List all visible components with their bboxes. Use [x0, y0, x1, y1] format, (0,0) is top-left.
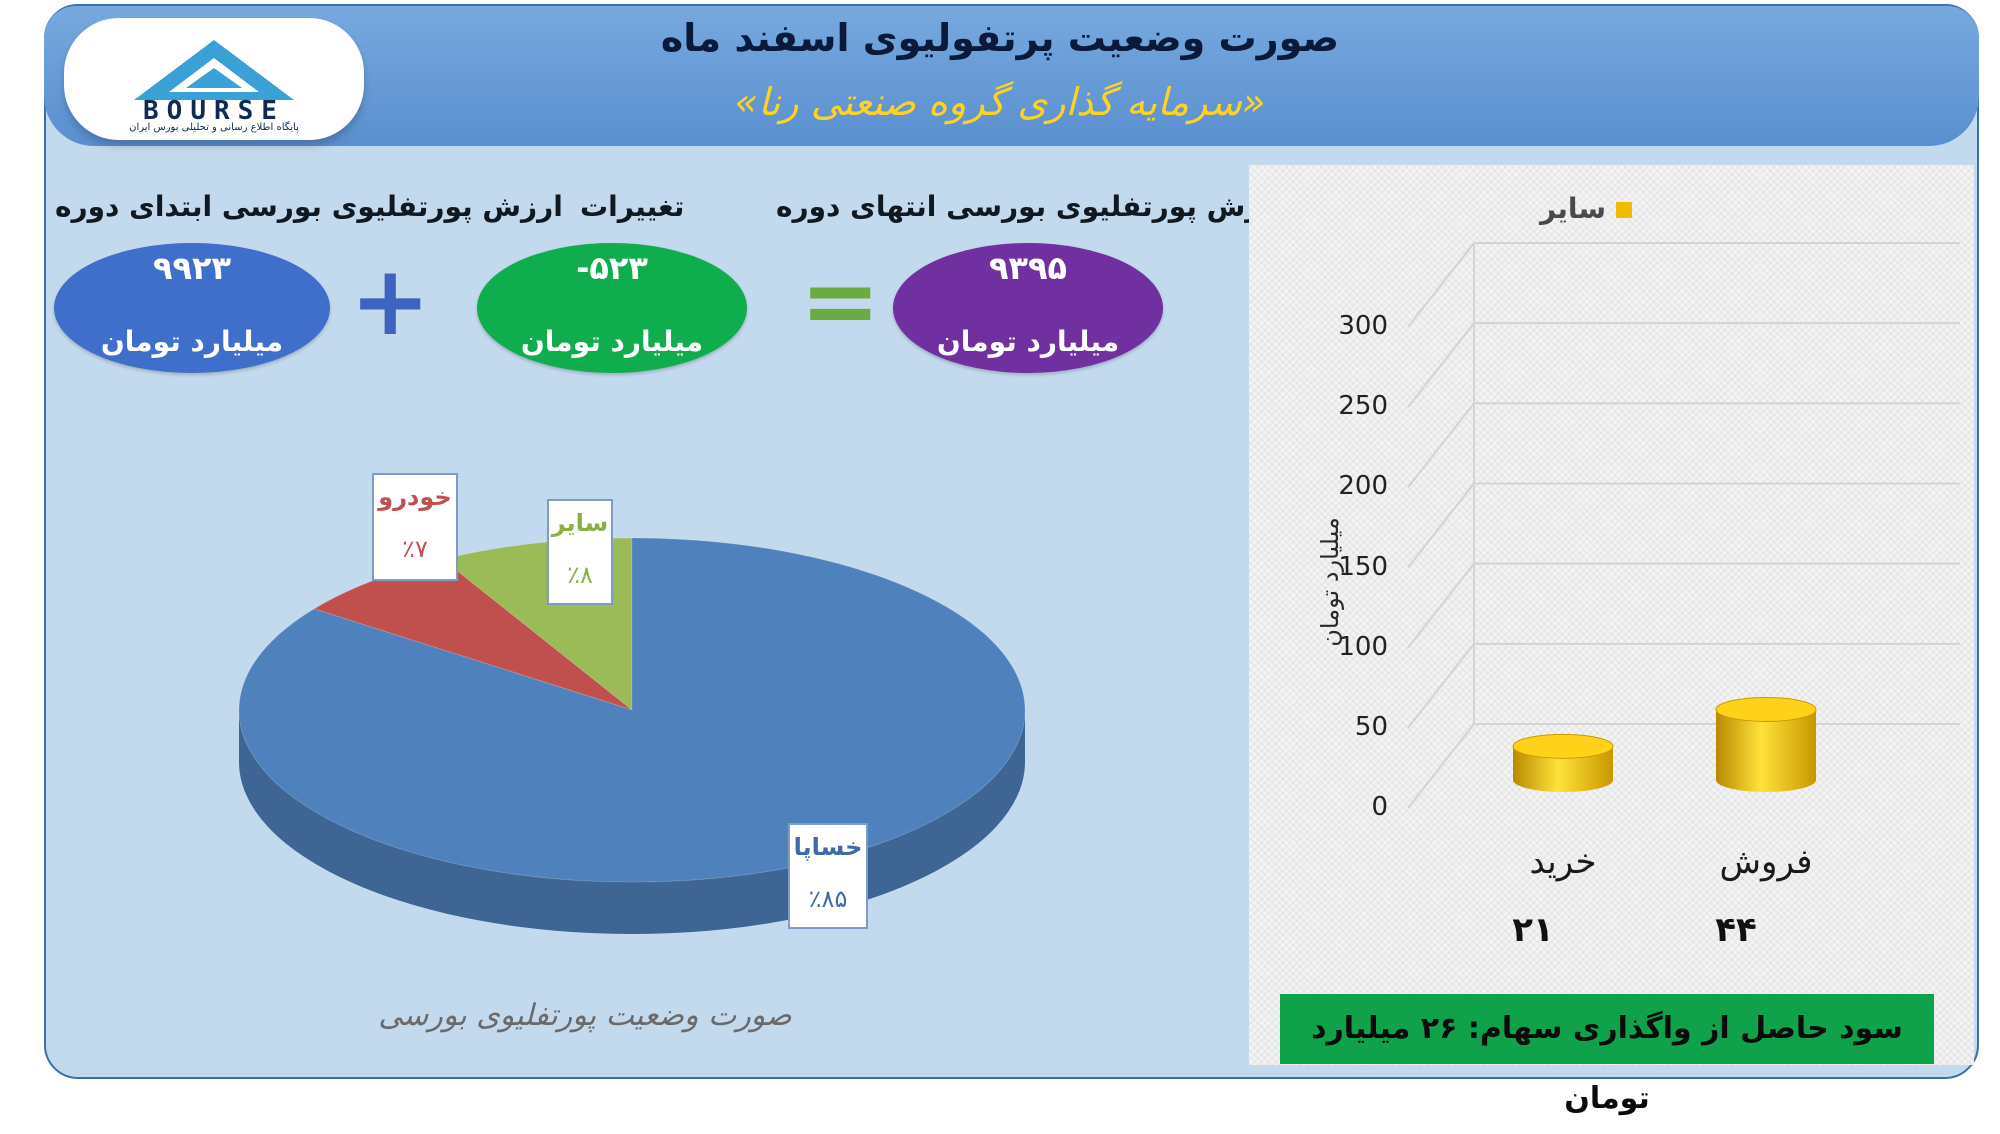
page-subtitle: «سرمایه گذاری گروه صنعتی رنا»	[734, 80, 1266, 124]
bar-chart-ylabel: میلیارد تومان	[1316, 517, 1344, 647]
legend-swatch	[1615, 202, 1632, 218]
header-banner	[44, 6, 1979, 146]
logo-text: BOURSE	[143, 96, 285, 126]
end-value-ellipse: ۹۳۹۵ میلیارد تومان	[893, 243, 1163, 373]
profit-banner: سود حاصل از واگذاری سهام: ۲۶ میلیارد توم…	[1280, 994, 1934, 1116]
pie-label-khodro-value: ٪۷	[402, 535, 428, 563]
start-value-label: ارزش پورتفلیوی بورسی ابتدای دوره	[55, 190, 563, 223]
grid-diag-6	[1407, 242, 1475, 328]
category-label-0: فروش	[1719, 842, 1813, 882]
pie-label-khesapa-value: ٪۸۵	[808, 885, 848, 913]
grid-diag-3	[1407, 482, 1475, 569]
change-label: تغییرات	[580, 190, 685, 223]
grid-diag-5	[1407, 322, 1475, 408]
category-value-0: ۴۴	[1715, 910, 1757, 950]
legend-label: سایر	[1540, 192, 1606, 225]
grid-diag-1	[1407, 643, 1475, 729]
bourse-logo: BOURSE پایگاه اطلاع رسانی و تحلیلی بورس …	[64, 18, 364, 140]
pie-label-sayer-value: ٪۸	[567, 561, 593, 589]
pie-label-khesapa: خساپا ٪۸۵	[788, 823, 868, 929]
pie-label-khodro-name: خودرو	[378, 483, 452, 511]
start-value-unit: میلیارد تومان	[100, 325, 284, 358]
y-tick-0: 0	[1371, 792, 1388, 822]
bar-chart-legend: سایر	[1540, 192, 1632, 225]
bar-chart	[1407, 242, 1960, 809]
grid-diag-0	[1407, 723, 1475, 809]
cylinder-top-1	[1512, 733, 1614, 759]
y-tick-200: 200	[1338, 471, 1388, 502]
bar-cylinders	[1512, 696, 1817, 792]
bar-grid	[1407, 242, 1960, 809]
plus-symbol: +	[350, 245, 431, 357]
logo-mark-icon	[134, 40, 294, 100]
grid-diag-2	[1407, 563, 1475, 649]
y-tick-50: 50	[1354, 711, 1388, 742]
bar-chart-panel	[1249, 165, 1974, 1065]
change-ellipse: -۵۲۳ میلیارد تومان	[477, 243, 747, 373]
cylinder-top-0	[1715, 696, 1817, 722]
end-value-label: ارزش پورتفلیوی بورسی انتهای دوره	[776, 190, 1288, 223]
pie-label-sayer: سایر ٪۸	[547, 499, 613, 605]
logo-caption: پایگاه اطلاع رسانی و تحلیلی بورس ایران	[129, 122, 299, 133]
end-value-unit: میلیارد تومان	[936, 325, 1120, 358]
y-tick-150: 150	[1338, 551, 1388, 582]
page-title: صورت وضعیت پرتفولیوی اسفند ماه	[660, 16, 1340, 60]
equals-symbol: =	[800, 245, 881, 357]
category-label-1: خرید	[1529, 842, 1597, 882]
start-value: ۹۹۲۳	[152, 249, 232, 287]
pie-label-khesapa-name: خساپا	[793, 833, 863, 861]
cylinder-body-1	[1513, 746, 1613, 792]
cylinder-body-0	[1716, 709, 1816, 792]
cylinder-0	[1715, 696, 1817, 792]
start-value-ellipse: ۹۹۲۳ میلیارد تومان	[54, 243, 330, 373]
change-value: -۵۲۳	[576, 249, 648, 287]
change-value-unit: میلیارد تومان	[520, 325, 704, 358]
pie-label-khodro: خودرو ٪۷	[372, 473, 458, 581]
y-tick-100: 100	[1338, 631, 1388, 662]
cylinder-1	[1512, 733, 1614, 792]
pie-label-sayer-name: سایر	[551, 509, 609, 537]
y-tick-300: 300	[1338, 311, 1388, 341]
pie-chart-title: صورت وضعیت پورتفلیوی بورسی	[378, 998, 792, 1033]
y-tick-250: 250	[1338, 391, 1388, 422]
grid-diag-4	[1407, 402, 1475, 488]
category-value-1: ۲۱	[1512, 910, 1554, 950]
end-value: ۹۳۹۵	[988, 249, 1068, 287]
